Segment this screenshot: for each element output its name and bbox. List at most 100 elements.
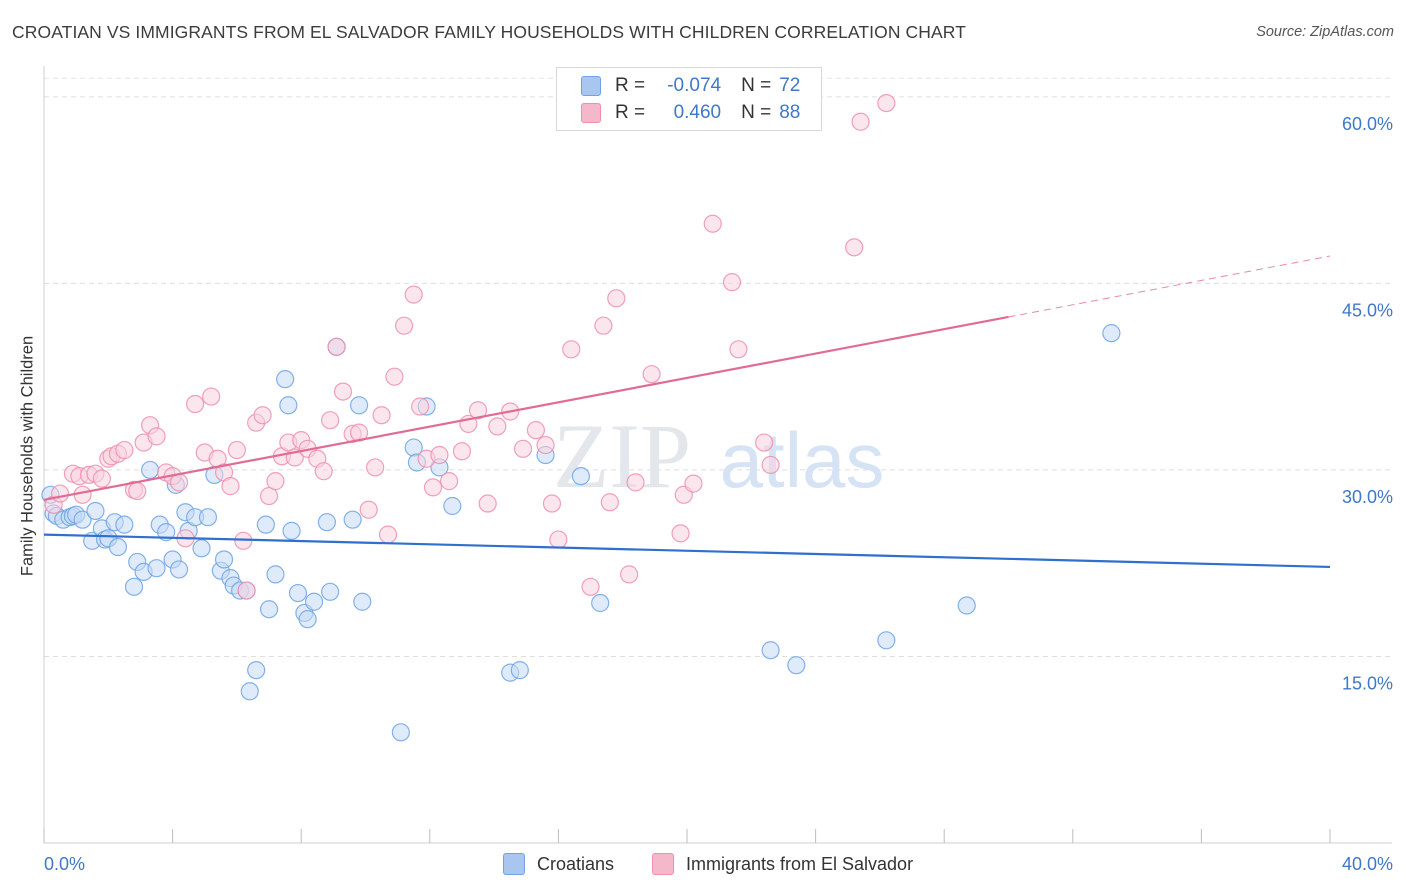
point-croatians (571, 467, 591, 486)
point-croatians (266, 565, 285, 584)
point-el-salvador (404, 285, 423, 304)
point-croatians (391, 723, 410, 742)
point-el-salvador (452, 442, 472, 461)
n-label: N = (741, 75, 772, 96)
point-el-salvador (372, 406, 391, 425)
point-croatians (317, 513, 337, 532)
n-value: 88 (779, 102, 801, 123)
point-croatians (259, 600, 279, 619)
point-el-salvador (536, 435, 555, 455)
point-el-salvador (366, 458, 385, 477)
legend-item-croatians[interactable]: Croatians (503, 853, 614, 875)
legend-item-el-salvador[interactable]: Immigrants from El Salvador (652, 853, 913, 875)
legend-label-el-salvador: Immigrants from El Salvador (686, 853, 914, 874)
point-croatians (343, 510, 362, 529)
point-el-salvador (488, 417, 507, 436)
point-croatians (73, 510, 92, 529)
point-el-salvador (430, 445, 449, 465)
point-el-salvador (594, 316, 613, 335)
x-tick-label: 0.0% (44, 854, 85, 874)
point-croatians (108, 537, 128, 557)
point-croatians (787, 656, 806, 675)
point-el-salvador (385, 367, 404, 386)
point-el-salvador (327, 337, 346, 356)
watermark-atlas: atlas (720, 416, 885, 504)
point-el-salvador (266, 472, 285, 491)
point-el-salvador (50, 484, 70, 503)
point-el-salvador (542, 494, 562, 513)
point-el-salvador (394, 316, 414, 335)
point-croatians (276, 370, 295, 389)
trend-lines (43, 255, 1331, 569)
point-el-salvador (321, 411, 340, 430)
point-el-salvador (607, 289, 626, 308)
point-el-salvador (128, 481, 147, 501)
point-croatians (240, 682, 259, 701)
point-croatians (877, 631, 896, 650)
point-el-salvador (115, 440, 134, 460)
trend-el-salvador (43, 315, 1009, 501)
legend-swatch-croatians (581, 76, 601, 96)
point-croatians (279, 396, 298, 415)
point-el-salvador (314, 462, 333, 481)
point-el-salvador (761, 455, 780, 475)
trend-el-salvador-extension (1008, 255, 1331, 318)
point-el-salvador (378, 525, 398, 544)
point-el-salvador (671, 524, 690, 543)
legend-swatch-el-salvador (581, 103, 601, 123)
n-value: 72 (779, 75, 801, 96)
point-croatians (349, 396, 369, 415)
point-croatians (192, 539, 211, 558)
point-croatians (298, 610, 317, 629)
point-croatians (115, 515, 134, 534)
point-el-salvador (642, 365, 661, 384)
point-croatians (321, 582, 340, 601)
legend-swatch-croatians (503, 853, 525, 875)
point-el-salvador (626, 473, 645, 492)
legend-row-el-salvador: R = 0.460 N = 88 (581, 100, 800, 126)
point-croatians (761, 641, 780, 660)
point-el-salvador (526, 421, 545, 440)
point-el-salvador (877, 93, 896, 113)
legend-row-croatians: R = -0.074 N = 72 (581, 73, 800, 99)
point-el-salvador (729, 340, 748, 359)
n-label: N = (741, 102, 772, 123)
point-el-salvador (359, 500, 378, 519)
point-croatians (147, 559, 166, 578)
y-axis-label: Family Households with Children (18, 335, 37, 577)
chart-title: CROATIAN VS IMMIGRANTS FROM EL SALVADOR … (12, 22, 967, 42)
point-el-salvador (851, 112, 870, 131)
point-croatians (256, 515, 275, 534)
point-el-salvador (722, 273, 742, 292)
grid-lines (44, 77, 1392, 657)
point-el-salvador (221, 477, 240, 496)
correlation-legend: R = -0.074 N = 72 R = 0.460 N = 88 (556, 67, 822, 131)
point-croatians (288, 583, 308, 603)
r-label: R = (615, 75, 646, 96)
trend-croatians (43, 533, 1331, 569)
watermark: ZIP atlas (553, 405, 884, 507)
point-croatians (198, 508, 218, 527)
point-el-salvador (684, 474, 703, 493)
point-el-salvador (439, 472, 459, 491)
r-value: -0.074 (667, 75, 722, 96)
point-el-salvador (549, 530, 568, 549)
point-el-salvador (253, 406, 272, 425)
point-croatians (247, 661, 266, 680)
y-tick-label: 60.0% (1342, 114, 1393, 134)
point-el-salvador (411, 397, 430, 416)
point-el-salvador (468, 401, 488, 420)
point-croatians (157, 523, 176, 542)
point-croatians (957, 596, 976, 615)
point-el-salvador (227, 440, 246, 460)
point-el-salvador (620, 565, 639, 584)
point-croatians (510, 661, 529, 680)
point-croatians (1102, 324, 1121, 343)
point-el-salvador (513, 439, 533, 458)
r-label: R = (615, 102, 646, 123)
point-el-salvador (92, 469, 111, 488)
point-el-salvador (186, 394, 205, 414)
tick-labels: 15.0% 30.0% 45.0% 60.0% 0.0% 40.0% (44, 114, 1393, 874)
legend-label-croatians: Croatians (537, 853, 615, 874)
point-croatians (140, 460, 160, 480)
